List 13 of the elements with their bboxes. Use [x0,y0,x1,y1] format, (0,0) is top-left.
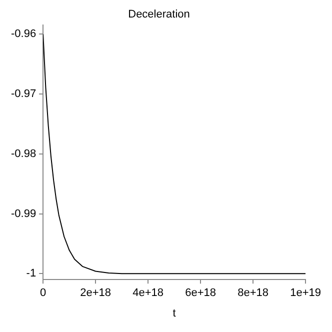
x-tick-label: 2e+18 [80,287,112,300]
x-tick-label: 1e+19 [290,287,322,300]
x-tick-label: 8e+18 [238,287,269,300]
y-tick-label: -0.97 [10,88,36,100]
x-tick-label: 0 [40,287,46,300]
y-tick-label: -0.98 [10,148,36,160]
x-tick-label: 6e+18 [185,287,216,300]
y-tick-label: -0.96 [10,28,36,40]
x-axis-title: t [172,307,176,320]
y-tick-label: -1 [26,268,36,280]
y-tick-label: -0.99 [10,208,36,220]
chart-title: Deceleration [128,8,190,21]
x-tick-label: 4e+18 [132,287,164,300]
